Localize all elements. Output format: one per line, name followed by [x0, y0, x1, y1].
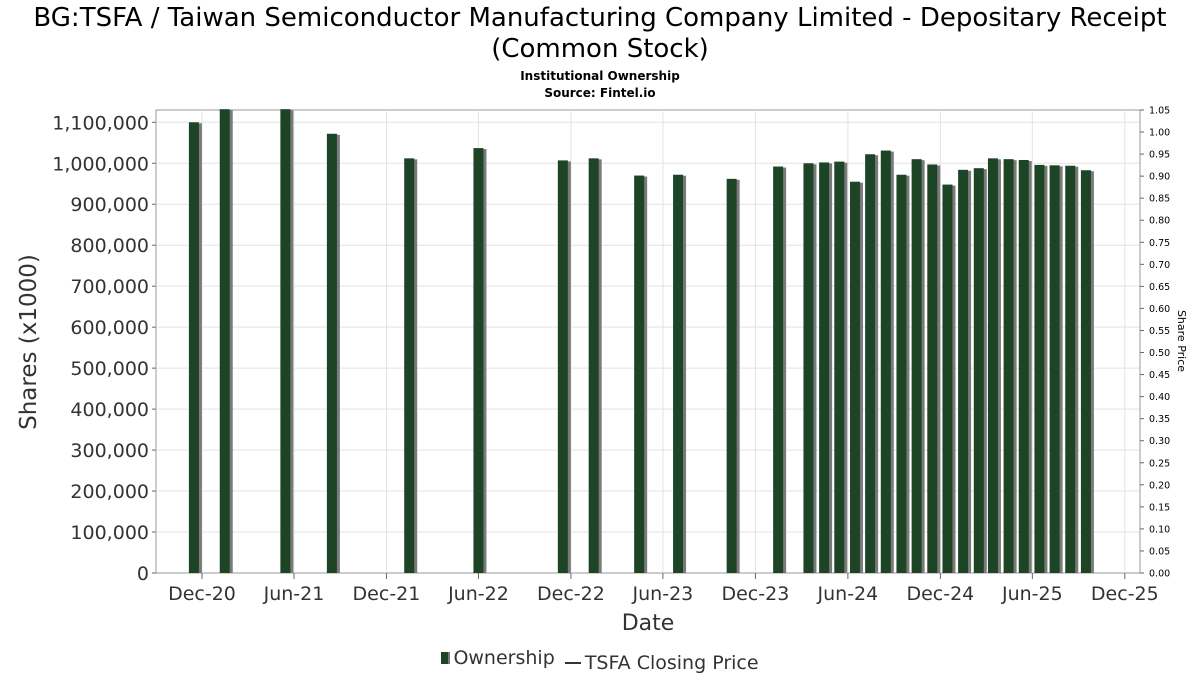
- ownership-bar: [404, 158, 415, 573]
- y2-tick-label: 0.90: [1149, 172, 1170, 183]
- ownership-bar: [896, 174, 907, 574]
- ownership-bar: [819, 162, 830, 573]
- ownership-bar: [865, 154, 876, 573]
- ownership-bar: [927, 164, 938, 573]
- y2-tick-label: 0.45: [1149, 370, 1170, 381]
- ownership-bar: [849, 181, 860, 573]
- ownership-chart: 0 100,000 200,000 300,000 400,000 500,000 600,…: [16, 106, 1188, 637]
- x-tick-label: Dec-20: [168, 583, 236, 605]
- price-swatch: [564, 662, 581, 664]
- y2-tick-label: 0.55: [1149, 326, 1170, 337]
- y2-tick-label: 0.75: [1149, 238, 1170, 249]
- ownership-bar: [1034, 164, 1045, 573]
- y2-tick-label: 0.30: [1149, 436, 1170, 447]
- chart-title: BG:TSFA / Taiwan Semiconductor Manufactu…: [33, 3, 1167, 64]
- legend-item-price: TSFA Closing Price: [564, 652, 759, 674]
- ownership-bar: [834, 161, 845, 574]
- ownership-bar: [634, 175, 645, 573]
- y-tick-label: 900,000: [70, 194, 149, 216]
- y2-tick-label: 0.70: [1149, 260, 1170, 271]
- legend-ownership-label: Ownership: [453, 647, 555, 669]
- y2-tick-label: 0.95: [1149, 150, 1170, 161]
- ownership-bar: [1080, 170, 1091, 574]
- y-axis-label: Shares (x1000): [16, 254, 42, 430]
- y2-tick-label: 0.85: [1149, 194, 1170, 205]
- y2-axis-label: Share Price: [1175, 310, 1188, 372]
- ownership-bar: [673, 174, 684, 574]
- ownership-bar: [326, 133, 337, 574]
- y2-tick-label: 0.25: [1149, 458, 1170, 469]
- x-tick-label: Jun-25: [1001, 583, 1063, 605]
- y-tick-label: 100,000: [70, 522, 149, 544]
- legend-item-ownership: Ownership: [441, 647, 555, 669]
- ownership-bar: [473, 148, 484, 573]
- y-tick-label: 700,000: [70, 276, 149, 298]
- y-tick-label: 800,000: [70, 235, 149, 257]
- y-tick-label: 300,000: [70, 440, 149, 462]
- y2-tick-label: 0.20: [1149, 480, 1170, 491]
- x-tick-label: Jun-22: [447, 583, 509, 605]
- x-tick-label: Jun-21: [263, 583, 325, 605]
- ownership-bar: [1003, 159, 1014, 573]
- y-tick-label: 1,000,000: [52, 153, 149, 175]
- ownership-bar: [188, 122, 199, 573]
- ownership-bar: [219, 109, 230, 573]
- y2-tick-label: 0.05: [1149, 546, 1170, 557]
- y2-tick-label: 1.05: [1149, 106, 1170, 117]
- y2-tick-label: 0.65: [1149, 282, 1170, 293]
- chart-source: Source: Fintel.io: [544, 86, 656, 100]
- y-tick-label: 600,000: [70, 317, 149, 339]
- ownership-bar: [803, 163, 814, 573]
- chart-subtitle: Institutional Ownership: [520, 69, 680, 83]
- y-tick-label: 200,000: [70, 481, 149, 503]
- ownership-bar: [942, 184, 953, 573]
- ownership-bar: [726, 178, 737, 574]
- y-tick-label: 1,100,000: [52, 112, 149, 134]
- ownership-bar: [973, 168, 984, 573]
- x-tick-label: Dec-23: [721, 583, 789, 605]
- ownership-bar: [1018, 159, 1029, 573]
- y2-tick-label: 0.35: [1149, 414, 1170, 425]
- ownership-bar: [557, 160, 568, 573]
- ownership-bar: [588, 158, 599, 573]
- y2-tick-label: 0.40: [1149, 392, 1170, 403]
- y2-tick-label: 0.60: [1149, 304, 1170, 315]
- legend: Ownership TSFA Closing Price: [0, 647, 1200, 674]
- ownership-bar: [958, 169, 969, 574]
- y2-tick-label: 0.50: [1149, 348, 1170, 359]
- x-tick-label: Dec-21: [353, 583, 421, 605]
- x-tick-label: Jun-24: [817, 583, 879, 605]
- x-axis-label: Date: [622, 611, 675, 636]
- ownership-swatch: [441, 652, 451, 664]
- x-tick-label: Dec-25: [1091, 583, 1159, 605]
- legend-price-label: TSFA Closing Price: [584, 652, 759, 674]
- ownership-bar: [280, 109, 291, 573]
- x-tick-label: Dec-22: [537, 583, 605, 605]
- y2-tick-label: 0.80: [1149, 216, 1170, 227]
- y2-tick-label: 0.15: [1149, 502, 1170, 513]
- y-tick-label: 500,000: [70, 358, 149, 380]
- y-tick-label: 400,000: [70, 399, 149, 421]
- y2-tick-label: 0.10: [1149, 524, 1170, 535]
- ownership-bar: [1049, 165, 1060, 574]
- ownership-bar: [880, 150, 891, 573]
- y2-tick-label: 1.00: [1149, 128, 1170, 139]
- ownership-bar: [911, 159, 922, 573]
- y-tick-label: 0: [137, 563, 149, 585]
- x-tick-label: Dec-24: [906, 583, 974, 605]
- x-tick-label: Jun-23: [632, 583, 694, 605]
- ownership-bar: [987, 158, 998, 573]
- y2-tick-label: 0.00: [1149, 569, 1170, 580]
- ownership-bar: [1065, 165, 1076, 574]
- ownership-bar: [773, 166, 784, 573]
